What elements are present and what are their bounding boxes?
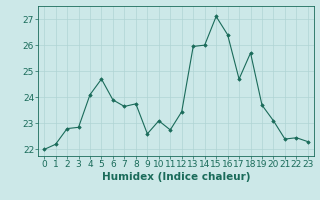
X-axis label: Humidex (Indice chaleur): Humidex (Indice chaleur) bbox=[102, 172, 250, 182]
